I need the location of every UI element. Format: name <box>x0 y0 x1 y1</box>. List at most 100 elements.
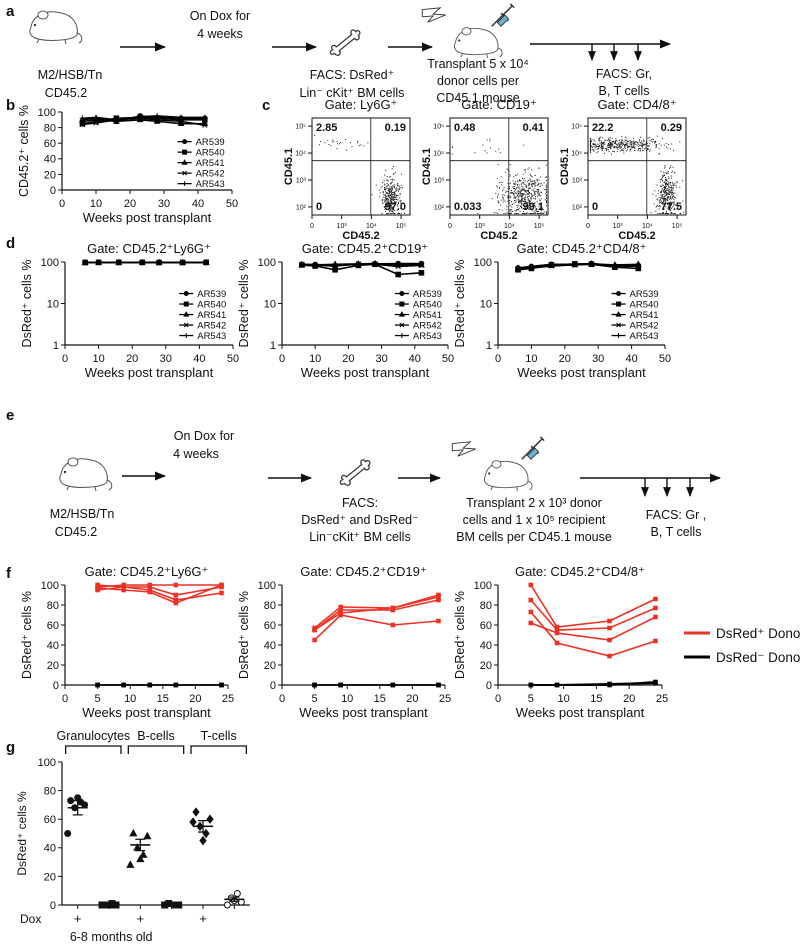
event-dot <box>537 191 539 193</box>
y-tick-label: 40 <box>480 640 492 652</box>
event-dot <box>660 170 662 172</box>
legend-marker <box>399 291 405 297</box>
event-dot <box>679 186 681 188</box>
event-dot <box>521 188 523 190</box>
legend-label: AR539 <box>196 137 225 148</box>
event-dot <box>527 168 529 170</box>
event-dot <box>674 183 676 185</box>
event-dot <box>379 196 381 198</box>
y-tick-label: 10⁵ <box>295 124 306 131</box>
event-dot <box>618 144 620 146</box>
event-dot <box>675 204 677 206</box>
event-dot <box>663 197 665 199</box>
event-dot <box>658 205 660 207</box>
event-dot <box>505 191 507 193</box>
event-dot <box>602 147 604 149</box>
event-dot <box>390 207 392 209</box>
event-dot <box>645 143 647 145</box>
event-dot <box>499 152 501 154</box>
y-tick-label: 10 <box>47 298 59 310</box>
event-dot <box>632 146 634 148</box>
event-dot <box>515 199 517 201</box>
event-dot <box>667 193 669 195</box>
event-dot <box>592 144 594 146</box>
event-dot <box>639 144 641 146</box>
event-dot <box>626 140 628 142</box>
event-dot <box>518 187 520 189</box>
marker <box>390 682 396 688</box>
event-dot <box>610 142 612 144</box>
event-dot <box>640 145 642 147</box>
event-dot <box>386 193 388 195</box>
event-dot <box>521 196 523 198</box>
event-dot <box>393 185 395 187</box>
marker <box>607 618 612 624</box>
event-dot <box>527 190 529 192</box>
event-dot <box>393 213 395 215</box>
event-dot <box>664 189 666 191</box>
event-dot <box>396 194 398 196</box>
event-dot <box>511 206 513 208</box>
event-dot <box>608 143 610 145</box>
event-dot <box>385 198 387 200</box>
legend-marker <box>399 301 405 307</box>
event-dot <box>388 210 390 212</box>
event-dot <box>518 184 520 186</box>
event-dot <box>394 204 396 206</box>
event-dot <box>394 209 396 211</box>
event-dot <box>630 143 632 145</box>
event-dot <box>396 205 398 207</box>
event-dot <box>529 173 531 175</box>
event-dot <box>590 140 592 142</box>
event-dot <box>384 206 386 208</box>
event-dot <box>666 183 668 185</box>
series-line <box>314 596 439 631</box>
event-dot <box>486 152 488 154</box>
event-dot <box>661 177 663 179</box>
event-dot <box>602 147 604 149</box>
event-dot <box>534 182 536 184</box>
event-dot <box>389 211 391 213</box>
event-dot <box>503 186 505 188</box>
event-dot <box>389 207 391 209</box>
event-dot <box>546 164 548 166</box>
event-dot <box>671 171 673 173</box>
event-dot <box>673 213 675 215</box>
event-dot <box>387 195 389 197</box>
event-dot <box>663 186 665 188</box>
event-dot <box>529 184 531 186</box>
event-dot <box>486 139 488 141</box>
event-dot <box>351 146 353 148</box>
event-dot <box>652 139 654 141</box>
sem-bar <box>72 799 83 816</box>
event-dot <box>504 171 506 173</box>
series-line <box>530 611 656 657</box>
event-dot <box>387 192 389 194</box>
event-dot <box>528 195 530 197</box>
event-dot <box>394 201 396 203</box>
event-dot <box>595 145 597 147</box>
event-dot <box>514 181 516 183</box>
event-dot <box>391 193 393 195</box>
event-dot <box>654 142 656 144</box>
event-dot <box>502 194 504 196</box>
y-tick-label: 20 <box>264 660 276 672</box>
y-axis-label: DsRed⁺ cells % <box>15 791 29 876</box>
event-dot <box>538 192 540 194</box>
event-dot <box>393 172 395 174</box>
event-dot <box>518 192 520 194</box>
event-dot <box>601 149 603 151</box>
event-dot <box>663 198 665 200</box>
series-line <box>314 599 439 631</box>
event-dot <box>606 144 608 146</box>
event-dot <box>385 187 387 189</box>
event-dot <box>524 189 526 191</box>
event-dot <box>536 178 538 180</box>
event-dot <box>647 149 649 151</box>
quadrant-label: 0.41 <box>523 122 544 134</box>
event-dot <box>388 206 390 208</box>
event-dot <box>663 144 665 146</box>
event-dot <box>520 183 522 185</box>
x-tick-label: + <box>199 911 207 926</box>
event-dot <box>665 194 667 196</box>
